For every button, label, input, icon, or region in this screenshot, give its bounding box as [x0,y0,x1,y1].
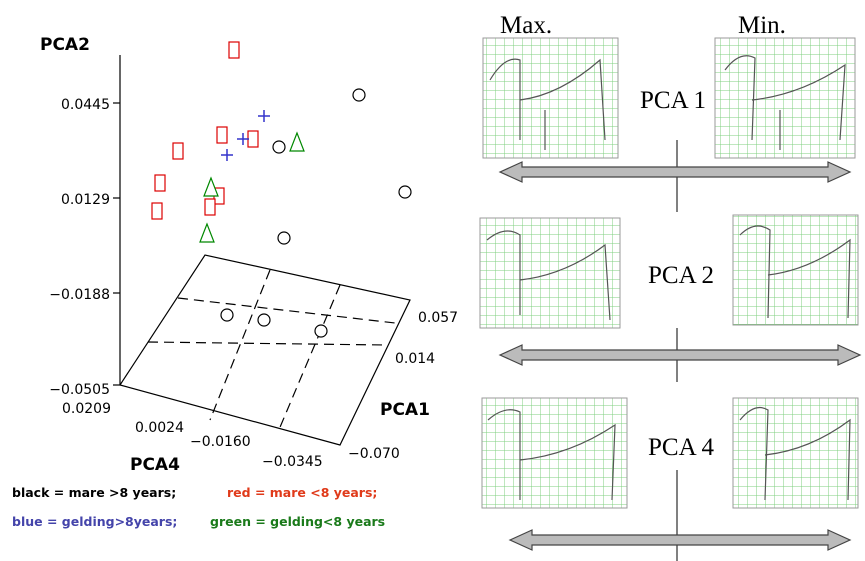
tick-label: 0.0129 [61,192,110,208]
tick-label: −0.0188 [49,287,110,303]
axis-title: PCA1 [380,400,430,420]
legend-text: blue = gelding>8years; [12,514,177,529]
legend-text: red = mare <8 years; [227,485,377,500]
tick-label: 0.0209 [62,401,111,417]
row-label: PCA 4 [648,434,715,461]
tick-label: 0.0024 [135,420,184,436]
panel-label: Min. [738,12,786,39]
tick-label: 0.014 [395,351,435,367]
horse-outlines [486,55,851,501]
legend-text: black = mare >8 years; [12,485,176,500]
legend-text: green = gelding<8 years [210,514,385,529]
plot-frame [113,55,411,446]
tick-label: 0.057 [418,310,458,326]
tick-label: −0.0345 [262,454,323,470]
axis-title: PCA4 [130,455,180,475]
tick-label: 0.0445 [61,97,110,113]
tick-label: −0.070 [348,446,400,462]
row-label: PCA 1 [640,87,706,114]
row-label: PCA 2 [648,262,714,289]
axis-title: PCA2 [40,35,90,55]
panel-label: Max. [500,12,552,39]
arrows [498,161,862,551]
markers [151,41,412,338]
tick-label: −0.0505 [49,382,110,398]
tick-label: −0.0160 [190,434,251,450]
